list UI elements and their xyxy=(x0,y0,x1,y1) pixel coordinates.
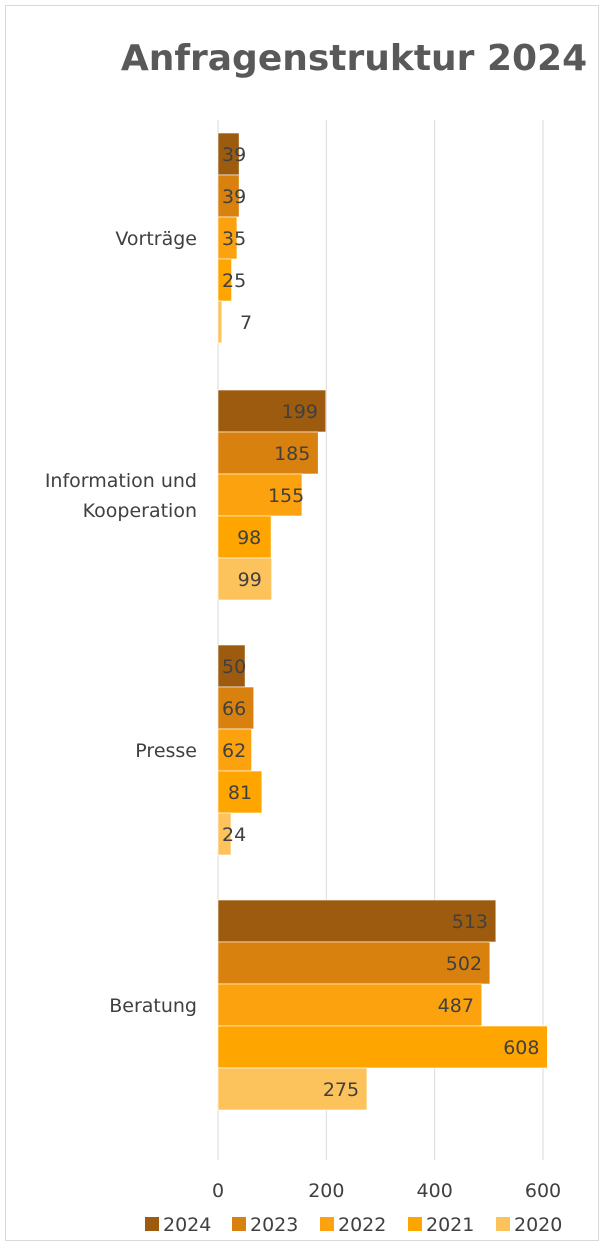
bar-2021 xyxy=(217,1025,548,1069)
data-label: 81 xyxy=(228,782,252,804)
category-label-line: Presse xyxy=(135,740,197,762)
data-label: 62 xyxy=(222,740,246,762)
bar-2024 xyxy=(217,644,246,688)
x-tick-label: 0 xyxy=(212,1180,224,1202)
category-label: Vorträge xyxy=(115,228,197,250)
data-label: 155 xyxy=(268,485,304,507)
legend-swatch-2022 xyxy=(320,1217,334,1231)
data-label: 199 xyxy=(282,401,318,423)
bar-2020 xyxy=(217,812,232,856)
category-label-line: Kooperation xyxy=(83,500,197,522)
data-label: 35 xyxy=(222,228,246,250)
bar-2023 xyxy=(217,686,255,730)
bar-2020 xyxy=(217,300,223,344)
data-label: 608 xyxy=(503,1037,539,1059)
bar-2020 xyxy=(217,1067,368,1111)
legend-label: 2023 xyxy=(250,1214,298,1236)
data-label: 502 xyxy=(446,953,482,975)
category-label-line: Beratung xyxy=(109,995,197,1017)
data-label: 50 xyxy=(222,656,246,678)
legend-swatch-2023 xyxy=(232,1217,246,1231)
bar-2023 xyxy=(217,431,319,475)
legend-label: 2020 xyxy=(514,1214,562,1236)
x-tick-label: 200 xyxy=(308,1180,344,1202)
bar-2021 xyxy=(217,770,263,814)
data-label: 98 xyxy=(237,527,261,549)
data-label: 39 xyxy=(222,186,246,208)
bar-2021 xyxy=(217,258,232,302)
bar-2024 xyxy=(217,389,327,433)
category-label: Information und Kooperation xyxy=(45,470,197,522)
x-axis-ticks: 0 200 400 600 xyxy=(212,1180,561,1202)
legend-swatch-2020 xyxy=(496,1217,510,1231)
legend-swatch-2024 xyxy=(145,1217,159,1231)
legend-label: 2022 xyxy=(338,1214,386,1236)
data-label: 24 xyxy=(222,824,246,846)
bar-2022 xyxy=(217,983,483,1027)
legend-label: 2021 xyxy=(426,1214,474,1236)
chart-title: Anfragenstruktur 2024 xyxy=(121,38,587,79)
bar-2022 xyxy=(217,473,303,517)
bar-2024 xyxy=(217,899,497,943)
x-tick-label: 600 xyxy=(525,1180,561,1202)
bars xyxy=(217,132,548,1111)
bar-2021 xyxy=(217,515,272,559)
category-label: Presse xyxy=(135,740,197,762)
bar-2023 xyxy=(217,941,491,985)
legend-swatch-2021 xyxy=(408,1217,422,1231)
category-label-line: Information und xyxy=(45,470,197,492)
category-label-line: Vorträge xyxy=(115,228,197,250)
data-label: 513 xyxy=(452,911,488,933)
x-tick-label: 400 xyxy=(417,1180,453,1202)
category-label: Beratung xyxy=(109,995,197,1017)
data-label: 185 xyxy=(274,443,310,465)
bar-2022 xyxy=(217,728,252,772)
category-labels: Vorträge Information und Kooperation Presse… xyxy=(45,228,197,1017)
data-label: 99 xyxy=(238,569,262,591)
data-label: 25 xyxy=(222,270,246,292)
data-label: 7 xyxy=(240,312,252,334)
bar-2020 xyxy=(217,557,272,601)
data-labels: 39 39 35 25 7 199 185 155 98 99 50 66 62 81 24 513 502 48… xyxy=(222,144,539,1101)
data-label: 66 xyxy=(222,698,246,720)
legend: 2024 2023 2022 2021 2020 xyxy=(145,1214,562,1236)
data-label: 275 xyxy=(323,1079,359,1101)
data-label: 39 xyxy=(222,144,246,166)
legend-label: 2024 xyxy=(163,1214,211,1236)
data-label: 487 xyxy=(438,995,474,1017)
